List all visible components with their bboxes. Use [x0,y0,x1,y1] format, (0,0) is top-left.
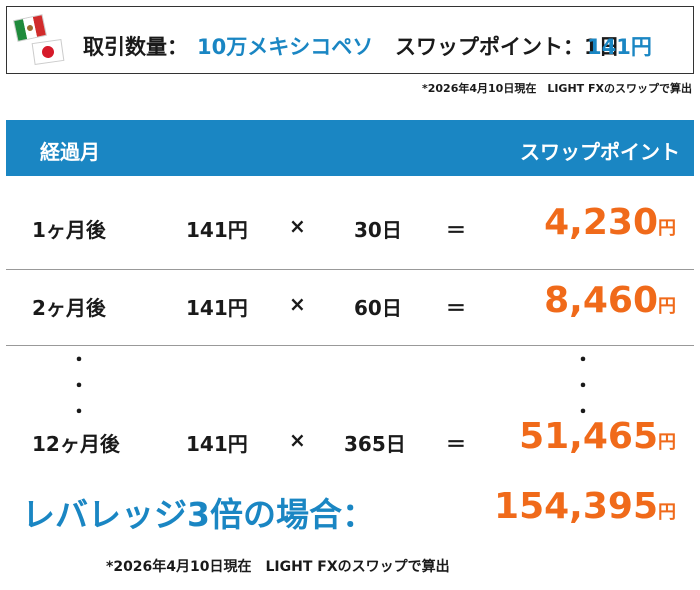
row-days: 30日 [354,218,402,242]
table-row: 2ヶ月後 141円 × 60日 ＝ 8,460円 [6,270,694,346]
mexico-flag-icon [13,14,47,42]
leverage-total-value: 154,395 [494,486,658,527]
header-box: 取引数量： 10万メキシコペソ スワップポイント：1日 141円 [6,6,694,74]
row-rate: 141円 [186,218,248,242]
ellipsis-right: ・・・ [574,350,592,423]
column-month: 経過月 [40,140,100,164]
row-multiply: × [289,428,306,452]
row-month: 1ヶ月後 [32,218,106,242]
row-total-value: 8,460 [544,280,658,321]
note-bottom: *2026年4月10日現在 LIGHT FXのスワップで算出 [106,559,450,575]
row-days: 365日 [344,432,406,456]
row-total: 4,230円 [544,202,676,243]
row-days: 60日 [354,296,402,320]
leverage-total: 154,395円 [494,486,676,527]
swap-label: スワップポイント：1日 [395,35,620,59]
row-multiply: × [289,292,306,316]
table-row: 12ヶ月後 141円 × 365日 ＝ 51,465円 [6,400,694,482]
row-month: 12ヶ月後 [32,432,120,456]
row-total-value: 51,465 [519,416,658,457]
row-multiply: × [289,214,306,238]
row-total-unit: 円 [658,432,676,453]
row-month: 2ヶ月後 [32,296,106,320]
row-total-unit: 円 [658,296,676,317]
quantity-label: 取引数量： [83,35,188,59]
row-rate: 141円 [186,432,248,456]
row-total: 8,460円 [544,280,676,321]
row-equals: ＝ [446,218,466,242]
quantity-value: 10万メキシコペソ [197,35,374,59]
row-total-unit: 円 [658,218,676,239]
note-top: *2026年4月10日現在 LIGHT FXのスワップで算出 [422,82,692,95]
row-equals: ＝ [446,296,466,320]
table-row: 1ヶ月後 141円 × 30日 ＝ 4,230円 [6,182,694,270]
currency-flags [13,14,67,67]
row-total-value: 4,230 [544,202,658,243]
japan-flag-icon [31,39,65,65]
leverage-total-unit: 円 [658,502,676,523]
swap-value: 141円 [587,35,652,59]
column-swap: スワップポイント [520,140,680,164]
row-equals: ＝ [446,432,466,456]
table-header: 経過月 スワップポイント [6,120,694,176]
ellipsis-left: ・・・ [70,350,88,423]
leverage-label: レバレッジ3倍の場合： [22,495,375,534]
row-total: 51,465円 [519,416,676,457]
row-rate: 141円 [186,296,248,320]
